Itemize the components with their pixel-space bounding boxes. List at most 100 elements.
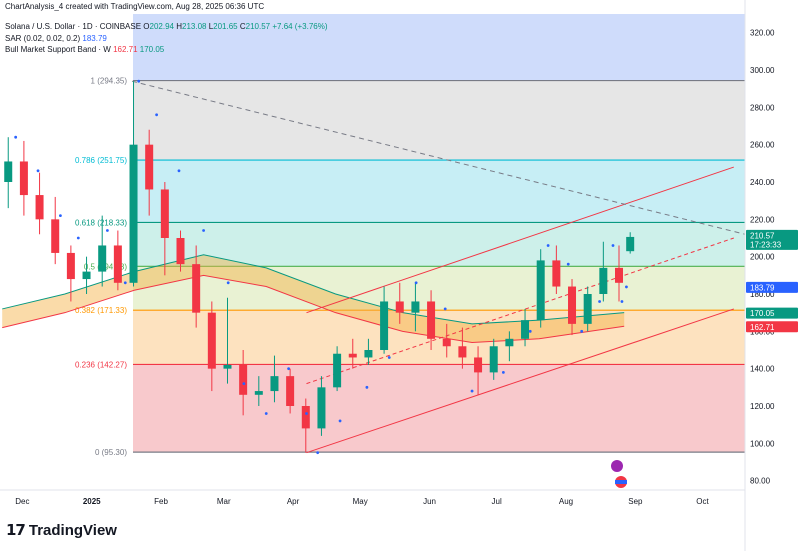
candle-body — [129, 144, 138, 283]
x-tick-label: Oct — [696, 497, 709, 506]
candle-body — [348, 353, 357, 358]
tradingview-logo[interactable]: 17 TradingView — [6, 521, 117, 539]
sar-dot — [202, 229, 205, 232]
x-tick-label: May — [353, 497, 368, 506]
trendline-channel-mid — [306, 237, 734, 385]
candle-body — [82, 271, 91, 280]
candle-body — [317, 387, 326, 429]
price-tag-box — [746, 229, 798, 250]
candle-body — [301, 406, 310, 429]
x-tick-label: Feb — [154, 497, 168, 506]
sar-dot — [625, 285, 628, 289]
y-tick-label: 320.00 — [750, 29, 775, 38]
sar-dot — [620, 300, 624, 303]
y-tick-label: 180.00 — [750, 290, 775, 299]
sar-dot — [242, 382, 246, 385]
candle-body — [51, 219, 60, 253]
sar-dot — [264, 412, 268, 415]
sar-dot — [443, 307, 447, 311]
candle-body — [536, 260, 545, 321]
event-markers — [611, 460, 627, 488]
y-tick-label: 100.00 — [750, 439, 775, 448]
x-tick-label: Apr — [287, 497, 300, 506]
price-tag-label: 170.05 — [750, 309, 775, 318]
band-value-b: 170.05 — [139, 45, 165, 54]
sar-dot — [123, 281, 127, 285]
candle-body — [239, 364, 248, 395]
candle-body — [395, 301, 404, 313]
candles — [4, 81, 635, 453]
tradingview-logo-icon: 17 — [6, 521, 26, 539]
y-tick-label: 220.00 — [750, 215, 775, 224]
y-tick-label: 260.00 — [750, 141, 775, 150]
sar-dot — [598, 300, 601, 303]
low-label: L — [208, 22, 214, 31]
band-legend[interactable]: Bull Market Support Band · W 162.71 170.… — [5, 45, 164, 54]
candle-body — [442, 338, 451, 347]
y-tick-label: 200.00 — [750, 253, 775, 262]
price-tag-countdown: 17:23:33 — [750, 240, 782, 249]
close-value: 210.57 — [245, 22, 271, 31]
sar-dot — [226, 281, 230, 285]
candle-body — [521, 320, 530, 339]
price-tag-box — [746, 321, 798, 333]
candle-body — [489, 346, 498, 373]
sar-dot — [501, 371, 505, 374]
y-tick-label: 300.00 — [750, 66, 775, 75]
y-tick-label: 80.00 — [750, 477, 771, 486]
candle-body — [626, 236, 635, 252]
candle-body — [4, 161, 13, 182]
symbol-title[interactable]: Solana / U.S. Dollar · 1D · COINBASE — [5, 22, 142, 31]
sar-dot — [316, 451, 320, 455]
y-tick-label: 120.00 — [750, 402, 775, 411]
trendline-descending-resistance — [131, 80, 746, 235]
x-tick-label: Jun — [423, 497, 436, 506]
sar-dot — [611, 244, 615, 247]
sar-title: SAR (0.02, 0.02, 0.2) — [5, 34, 81, 43]
sar-dot — [105, 229, 109, 232]
candle-body — [270, 376, 279, 392]
candle-body — [254, 391, 263, 395]
x-tick-label: Jul — [492, 497, 502, 506]
candle-body — [364, 350, 373, 358]
support-band-upper-line — [2, 254, 625, 325]
high-label: H — [176, 22, 182, 31]
candle-body — [583, 294, 592, 324]
trendlines — [131, 80, 746, 454]
price-tag-box — [746, 307, 798, 319]
candle-body — [176, 238, 185, 265]
candle-body — [458, 346, 467, 358]
candle-body — [380, 301, 389, 350]
sar-dot — [305, 412, 308, 415]
candle-body — [160, 189, 169, 238]
candle-body — [552, 260, 561, 287]
fib-zone — [133, 266, 745, 311]
sar-dot — [287, 367, 291, 371]
low-value: 201.65 — [213, 22, 238, 31]
candle-body — [145, 144, 154, 190]
fib-level-label: 0.786 (251.75) — [75, 156, 127, 165]
sar-dot — [470, 389, 474, 393]
band-value-a: 162.71 — [113, 45, 138, 54]
y-axis: 80.00100.00120.00140.00160.00180.00200.0… — [744, 0, 775, 551]
y-tick-label: 280.00 — [750, 103, 775, 112]
fib-level-label: 0.382 (171.33) — [75, 306, 127, 315]
fib-zone — [133, 222, 745, 267]
candle-body — [333, 353, 342, 388]
tradingview-logo-text: TradingView — [28, 521, 117, 539]
sar-dot — [137, 79, 141, 83]
candle-body — [427, 301, 436, 339]
ohlc-legend: Solana / U.S. Dollar · 1D · COINBASE O 20… — [5, 22, 328, 31]
fib-zone-top — [133, 14, 745, 81]
candle-body — [286, 376, 295, 406]
open-label: O — [143, 22, 150, 31]
sar-dot — [36, 169, 40, 173]
candle-body — [411, 301, 420, 313]
candle-body — [615, 267, 624, 283]
event-marker-icon[interactable] — [611, 460, 623, 472]
price-tag-box — [746, 281, 798, 293]
sar-dot — [546, 244, 550, 247]
sar-legend[interactable]: SAR (0.02, 0.02, 0.2) 183.79 — [5, 34, 107, 43]
fib-level-label: 0 (95.30) — [95, 448, 127, 457]
